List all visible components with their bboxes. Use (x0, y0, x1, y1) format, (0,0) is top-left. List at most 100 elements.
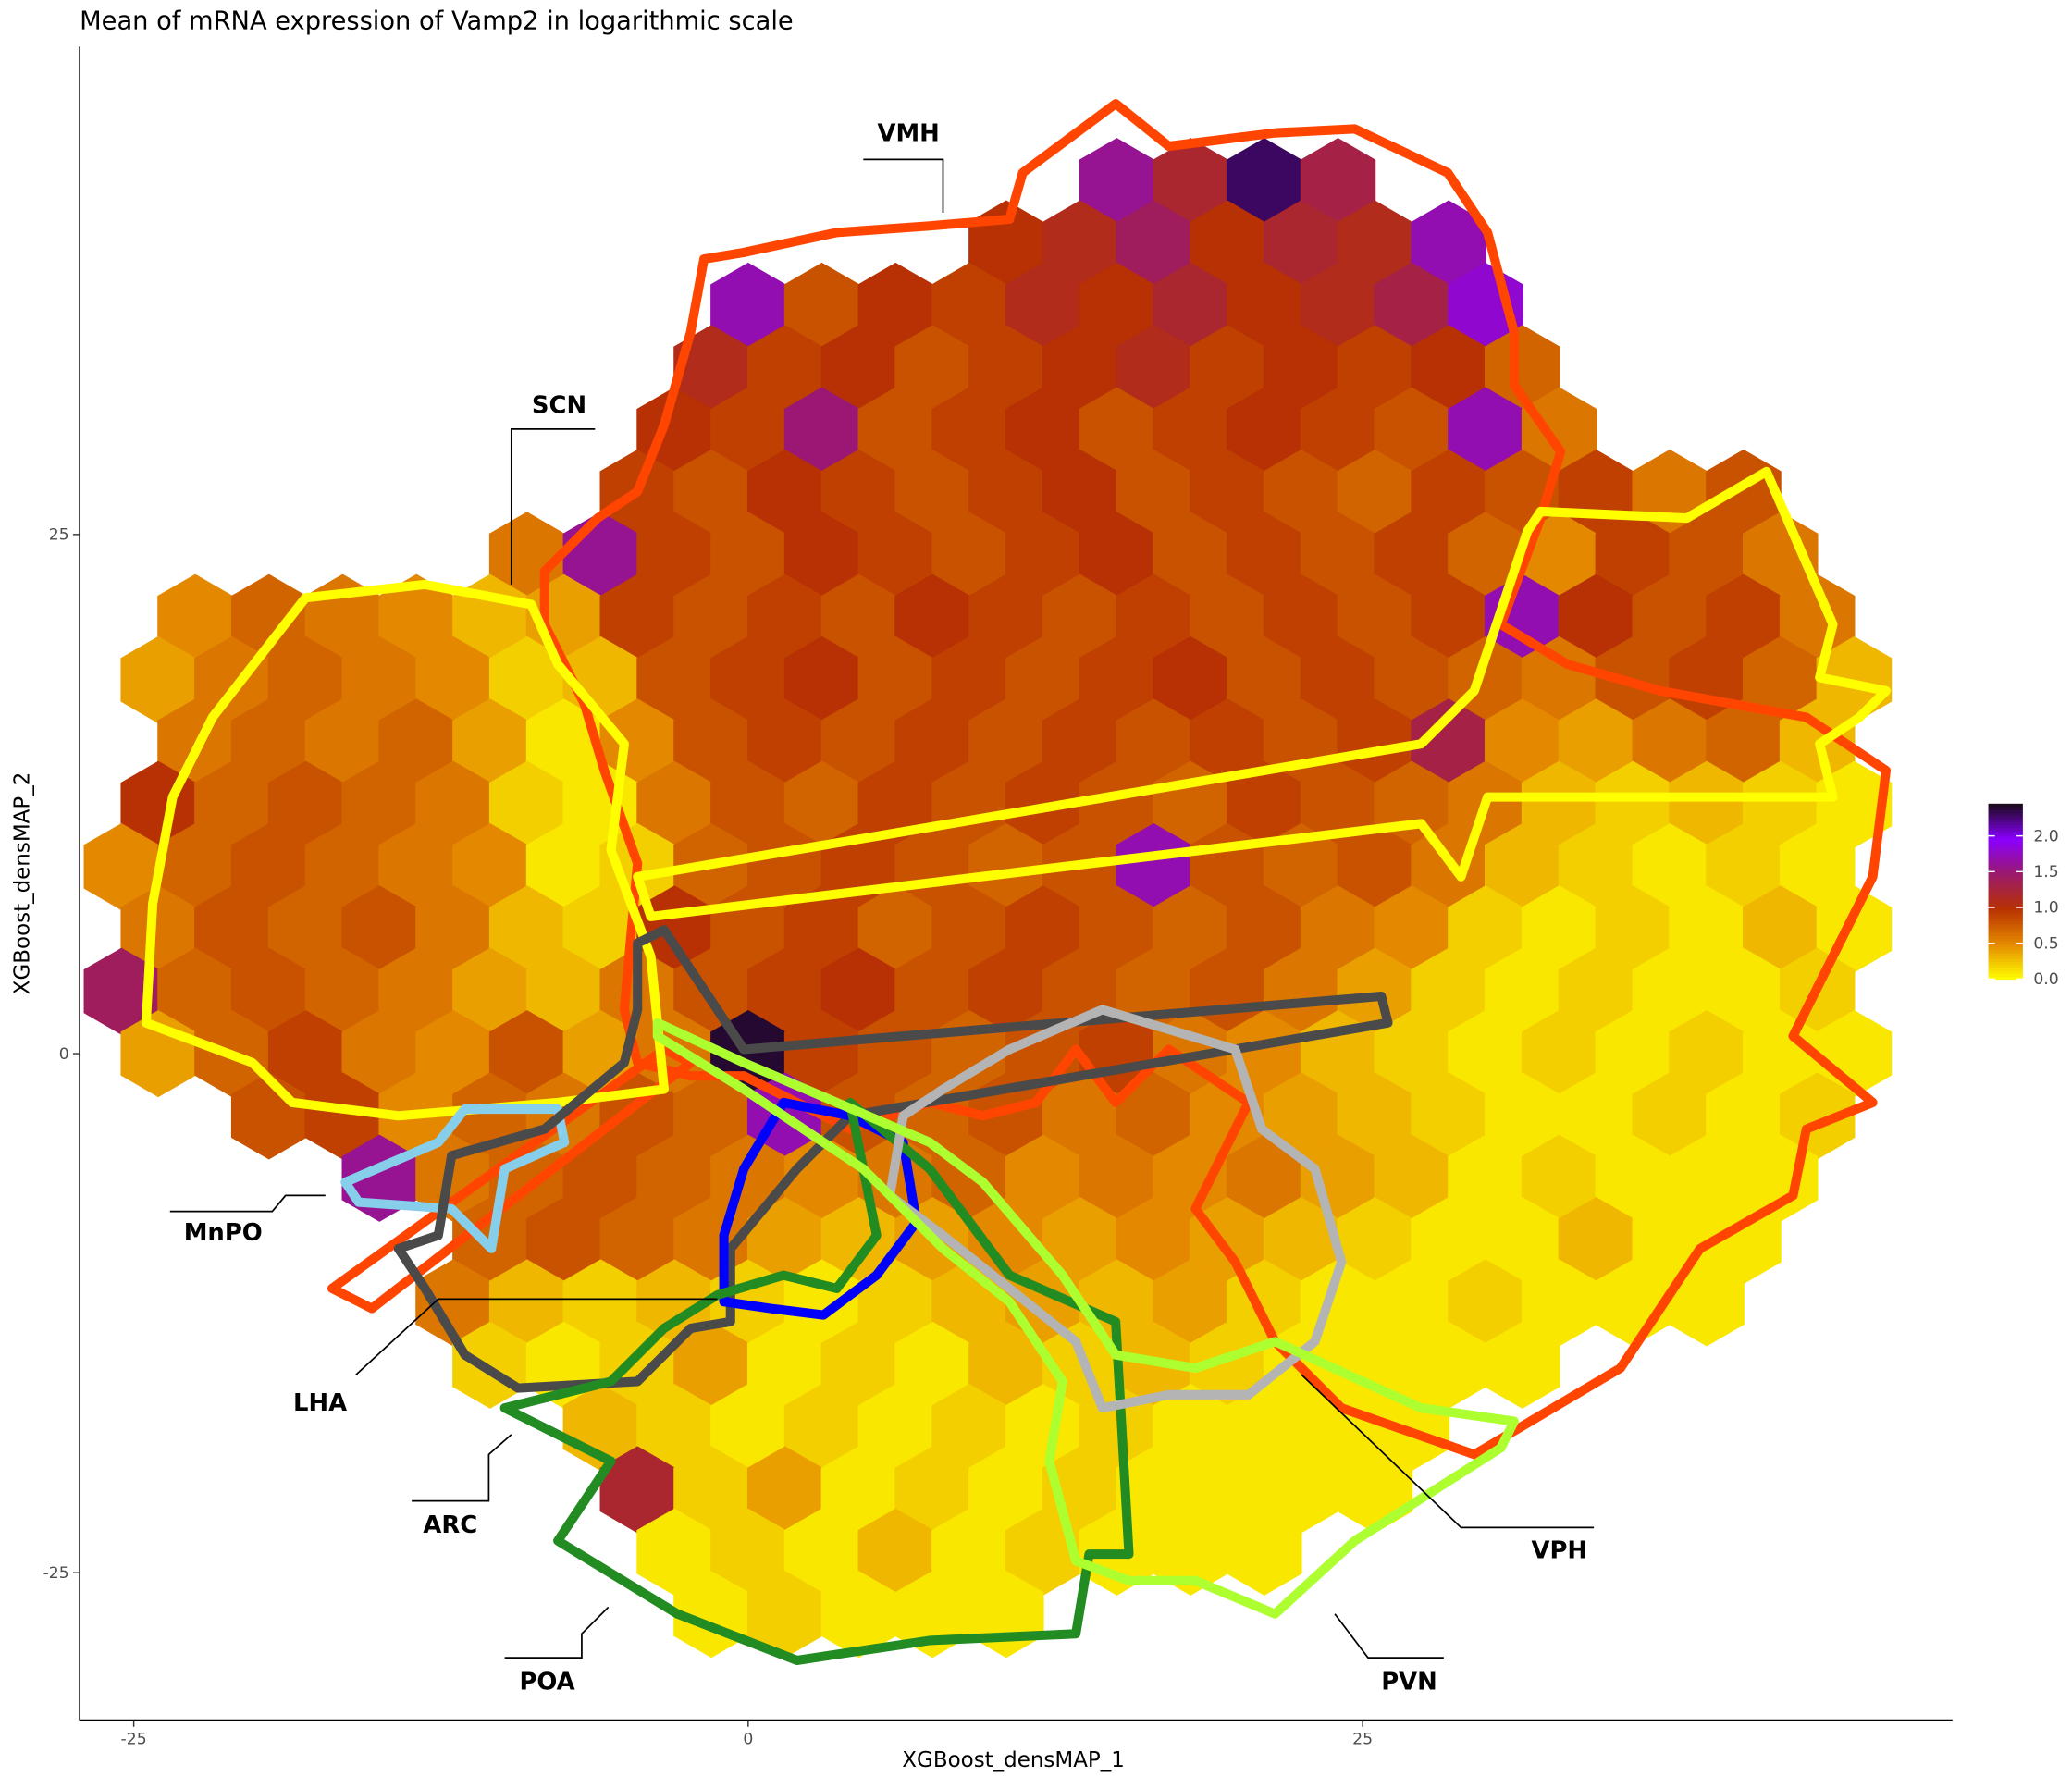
vmh-outline (539, 99, 1891, 1460)
colorbar-slice (1988, 952, 2023, 956)
colorbar-slice (1988, 891, 2023, 895)
region-labels: VMH SCN MnPO LHA ARC POA VPH PVN (169, 119, 1595, 1696)
mnpo-outline (340, 1104, 570, 1253)
colorbar-slice (1988, 923, 2023, 928)
colorbar-slice (1988, 862, 2023, 866)
region-label: VMH (877, 119, 939, 147)
colorbar-slice (1988, 941, 2023, 945)
colorbar-slice (1988, 806, 2023, 810)
colorbar-slice (1988, 803, 2023, 808)
y-tick-label: -25 (43, 1564, 69, 1583)
colorbar-slice (1988, 973, 2023, 977)
region-label: LHA (293, 1389, 347, 1417)
poa-outline (500, 1097, 1134, 1665)
pvn-outline (652, 1018, 1519, 1619)
colorbar-slice (1988, 879, 2023, 883)
leader-line (504, 1606, 610, 1659)
x-axis-title: XGBoost_densMAP_1 (902, 1748, 1125, 1772)
colorbar-slice (1988, 967, 2023, 971)
colorbar-slice (1988, 976, 2023, 980)
y-tick-label: 0 (59, 1045, 69, 1064)
colorbar-slice (1988, 918, 2023, 921)
colorbar-tick-label: 1.0 (2033, 899, 2058, 918)
colorbar-slice (1988, 956, 2023, 959)
y-axis-title: XGBoost_densMAP_2 (11, 772, 35, 995)
colorbar-slice (1988, 845, 2023, 848)
colorbar-slice (1988, 934, 2023, 939)
arc-outline (719, 1097, 921, 1320)
colorbar-slice (1988, 856, 2023, 860)
leader-line (863, 158, 944, 213)
x-tick-label: -25 (121, 1730, 147, 1748)
region-label: VPH (1531, 1536, 1587, 1564)
colorbar-tick-label: 0.5 (2033, 934, 2058, 953)
hexbin (1484, 1321, 1560, 1409)
hexbin (1226, 1508, 1302, 1596)
colorbar-slice (1988, 870, 2023, 875)
region-outlines (141, 99, 1891, 1665)
colorbar-slice (1988, 964, 2023, 968)
region-label: ARC (423, 1511, 477, 1539)
scn-outline (141, 579, 669, 1121)
chart-title: Mean of mRNA expression of Vamp2 in loga… (80, 7, 794, 36)
colorbar-slice (1988, 850, 2023, 855)
colorbar-slice (1988, 906, 2023, 910)
leader-line (1301, 1374, 1595, 1529)
colorbar-slice (1988, 823, 2023, 828)
colorbar-slice (1988, 838, 2023, 843)
colorbar-slice (1988, 830, 2023, 834)
colorbar-slice (1988, 868, 2023, 872)
leader-line (1334, 1613, 1444, 1659)
colorbar-slice (1988, 882, 2023, 886)
colorbar-slice (1988, 944, 2023, 948)
colorbar-slice (1988, 847, 2023, 852)
colorbar-slice (1988, 969, 2023, 974)
colorbar-slice (1988, 931, 2023, 936)
colorbar-tick-label: 0.0 (2033, 970, 2058, 989)
colorbar-slice (1988, 911, 2023, 916)
colorbar-slice (1988, 858, 2023, 863)
colorbar-slice (1988, 812, 2023, 817)
colorbar-slice (1988, 900, 2023, 904)
lha-outline (393, 925, 1393, 1393)
hexbin-layer (83, 138, 1893, 1659)
colorbar-slice (1988, 865, 2023, 870)
x-tick-label: 0 (743, 1730, 753, 1748)
colorbar-tick-label: 2.0 (2033, 827, 2058, 845)
scn-outline-band (633, 466, 1891, 921)
colorbar-slice (1988, 832, 2023, 837)
colorbar-slice (1988, 914, 2023, 919)
region-label: POA (519, 1669, 574, 1696)
colorbar-slice (1988, 820, 2023, 825)
colorbar-slice (1988, 949, 2023, 954)
colorbar-slice (1988, 873, 2023, 878)
leader-line (412, 1434, 512, 1502)
colorbar-slice (1988, 903, 2023, 907)
vph-outline (885, 1005, 1347, 1413)
colorbar-slice (1988, 908, 2023, 913)
region-label: PVN (1381, 1669, 1437, 1696)
colorbar: 0.0 0.5 1.0 1.5 2.0 (1988, 803, 2059, 989)
leader-line (169, 1194, 326, 1213)
colorbar-slice (1988, 896, 2023, 901)
colorbar-slice (1988, 841, 2023, 845)
colorbar-slice (1988, 888, 2023, 893)
colorbar-slice (1988, 853, 2023, 857)
colorbar-slice (1988, 809, 2023, 814)
colorbar-slice (1988, 929, 2023, 933)
colorbar-slice (1988, 818, 2023, 822)
colorbar-slice (1988, 827, 2023, 831)
hexbin (1669, 1259, 1745, 1347)
colorbar-slice (1988, 946, 2023, 951)
colorbar-slice (1988, 920, 2023, 925)
colorbar-slice (1988, 926, 2023, 931)
colorbar-slice (1988, 835, 2023, 840)
leader-line (355, 1298, 718, 1375)
leader-line (510, 428, 596, 585)
colorbar-slice (1988, 961, 2023, 966)
colorbar-slice (1988, 876, 2023, 881)
x-tick-label: 25 (1352, 1730, 1373, 1748)
y-tick-label: 25 (49, 526, 69, 545)
colorbar-slice (1988, 958, 2023, 963)
